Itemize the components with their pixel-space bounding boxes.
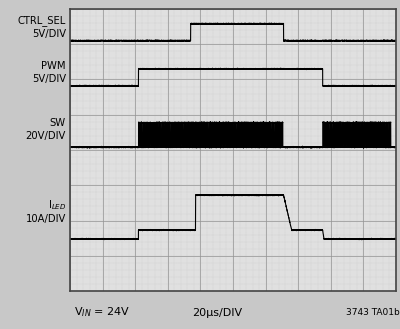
Text: SW: SW xyxy=(50,118,66,128)
Text: 5V/DIV: 5V/DIV xyxy=(32,74,66,84)
Text: V$_{IN}$ = 24V: V$_{IN}$ = 24V xyxy=(74,306,130,319)
Text: PWM: PWM xyxy=(42,61,66,71)
Text: CTRL_SEL: CTRL_SEL xyxy=(18,15,66,26)
Text: 10A/DIV: 10A/DIV xyxy=(26,214,66,224)
Text: 5V/DIV: 5V/DIV xyxy=(32,29,66,39)
Text: 20V/DIV: 20V/DIV xyxy=(26,132,66,141)
Text: 20µs/DIV: 20µs/DIV xyxy=(192,308,242,317)
Text: 3743 TA01b: 3743 TA01b xyxy=(346,308,400,317)
Text: I$_{LED}$: I$_{LED}$ xyxy=(48,199,66,213)
